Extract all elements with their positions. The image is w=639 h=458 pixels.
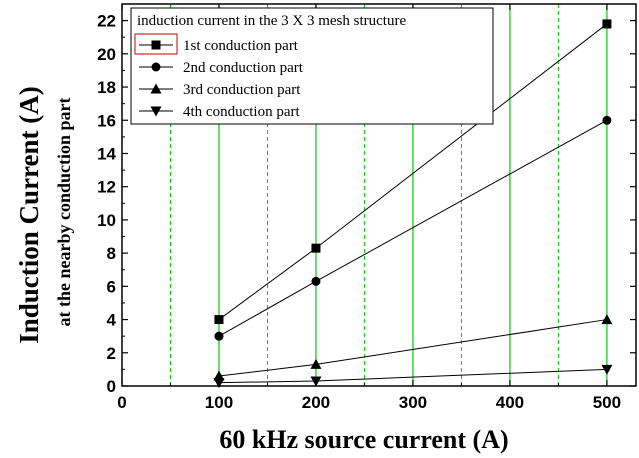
data-point (602, 115, 612, 125)
x-tick-label: 500 (593, 393, 621, 412)
legend-label: 4th conduction part (183, 104, 300, 120)
data-point (601, 314, 613, 325)
data-point (151, 40, 161, 50)
data-point (150, 83, 162, 94)
y-tick-label: 6 (107, 277, 116, 296)
x-tick-label: 300 (399, 393, 427, 412)
legend-label: 1st conduction part (183, 38, 299, 54)
x-tick-label: 0 (117, 393, 126, 412)
legend-entry: 2nd conduction part (139, 60, 304, 76)
y-tick-label: 18 (97, 78, 116, 97)
data-point (151, 62, 161, 72)
legend-entry: 1st conduction part (139, 38, 299, 54)
y-tick-label: 0 (107, 377, 116, 396)
data-point (214, 315, 224, 325)
y-tick-label: 16 (97, 111, 116, 130)
x-tick-label: 100 (205, 393, 233, 412)
y-tick-label: 20 (97, 45, 116, 64)
data-point (602, 19, 612, 29)
legend-entry: 3rd conduction part (139, 82, 301, 98)
y-axis-title: Induction Current (A) (14, 86, 44, 344)
series-3rd (213, 314, 613, 381)
legend: induction current in the 3 X 3 mesh stru… (130, 7, 494, 125)
series-1st (214, 19, 612, 325)
legend-label: 3rd conduction part (183, 82, 301, 98)
ticks: 0 100 200 300 400 500 0 2 4 6 8 10 12 14 16 18 20 22 (97, 4, 636, 412)
legend-title: induction current in the 3 X 3 mesh stru… (137, 13, 406, 29)
data-point (601, 364, 613, 375)
series-2nd (214, 115, 612, 341)
y-tick-label: 10 (97, 211, 116, 230)
x-tick-label: 400 (496, 393, 524, 412)
series-layer (213, 19, 613, 389)
data-point (311, 276, 321, 286)
data-point (150, 106, 162, 117)
plot-frame (121, 3, 637, 387)
x-tick-label: 200 (302, 393, 330, 412)
y-tick-label: 8 (107, 244, 116, 263)
data-point (213, 370, 225, 381)
legend-selection-box (134, 33, 178, 55)
legend-entries: 1st conduction part 2nd conduction part 3r… (139, 38, 304, 120)
data-point (311, 243, 321, 253)
y-tick-label: 22 (97, 12, 116, 31)
data-point (214, 331, 224, 341)
x-axis-title: 60 kHz source current (A) (219, 425, 508, 454)
data-point (310, 358, 322, 369)
y-tick-label: 2 (107, 344, 116, 363)
legend-label: 2nd conduction part (183, 60, 304, 76)
y-tick-label: 14 (97, 144, 116, 163)
y-axis-subtitle: at the nearby conduction part (54, 97, 74, 326)
legend-entry: 4th conduction part (139, 104, 300, 120)
y-tick-label: 12 (97, 178, 116, 197)
legend-box (130, 7, 494, 125)
y-tick-label: 4 (107, 311, 117, 330)
